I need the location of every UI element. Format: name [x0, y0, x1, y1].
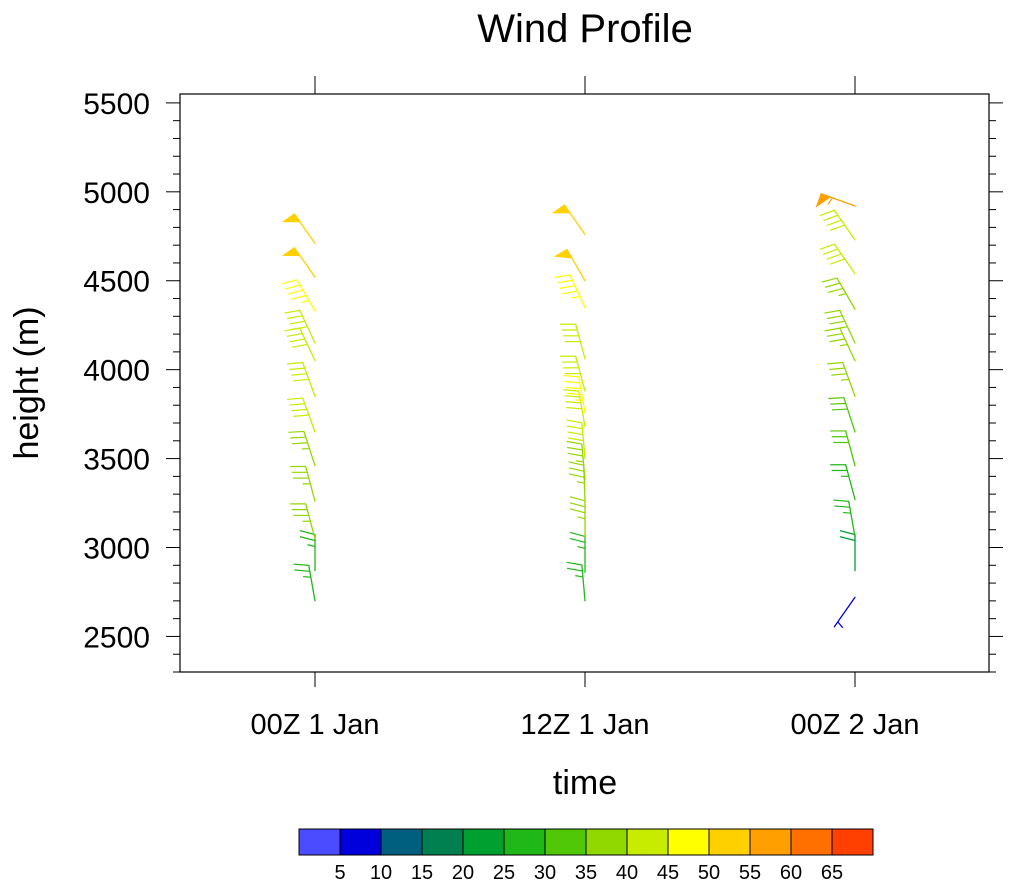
colorbar-label: 5 — [334, 862, 345, 884]
wind-barb — [821, 277, 856, 310]
wind-barb — [566, 561, 586, 602]
wind-barb — [827, 361, 856, 397]
wind-barb — [560, 355, 586, 392]
wind-barb — [815, 193, 856, 208]
wind-barb — [551, 204, 586, 236]
wind-barb — [828, 397, 856, 433]
wind-barb — [281, 213, 316, 245]
colorbar-swatch — [667, 828, 710, 856]
colorbar-swatch — [544, 828, 587, 856]
wind-barb — [819, 243, 856, 275]
colorbar-swatch — [708, 828, 751, 856]
colorbar-swatch — [790, 828, 833, 856]
y-axis-label: height (m) — [8, 306, 46, 459]
colorbar-label: 25 — [493, 862, 515, 884]
x-tick-label: 00Z 2 Jan — [791, 709, 920, 741]
wind-barb — [563, 389, 586, 428]
colorbar-label: 50 — [698, 862, 720, 884]
colorbar-label: 35 — [575, 862, 597, 884]
wind-barb — [284, 309, 316, 344]
colorbar-label: 65 — [821, 862, 843, 884]
colorbar-swatch — [503, 828, 546, 856]
colorbar-swatch — [298, 828, 341, 856]
wind-barb — [288, 430, 316, 467]
wind-barb — [290, 465, 316, 502]
wind-barb — [299, 530, 316, 572]
wind-barb — [824, 309, 856, 344]
wind-barbs — [281, 193, 856, 629]
chart-title: Wind Profile — [477, 7, 693, 51]
y-tick-label: 4500 — [83, 266, 150, 299]
wind-barb — [569, 531, 586, 574]
colorbar-swatch — [462, 828, 505, 856]
wind-barb — [554, 274, 586, 309]
x-tick-label: 00Z 1 Jan — [251, 709, 380, 741]
y-tick-label: 5500 — [83, 88, 150, 121]
wind-barb — [553, 248, 586, 282]
colorbar: 5 10 15 20 25 30 35 40 45 50 55 60 65 — [298, 828, 874, 884]
colorbar-label: 10 — [370, 862, 392, 884]
x-axis-label: time — [553, 764, 617, 802]
wind-barb — [281, 279, 316, 312]
y-tick-label: 4000 — [83, 355, 150, 388]
wind-barb — [566, 440, 586, 481]
colorbar-label: 20 — [452, 862, 474, 884]
colorbar-swatch — [749, 828, 792, 856]
y-tick-label: 2500 — [83, 621, 150, 654]
wind-barb — [287, 397, 316, 433]
colorbar-swatch — [339, 828, 382, 856]
wind-barb — [824, 327, 856, 362]
y-tick-label: 5000 — [83, 177, 150, 210]
wind-barb — [293, 563, 316, 602]
x-tick-label: 12Z 1 Jan — [521, 709, 650, 741]
wind-barb — [833, 596, 856, 629]
colorbar-label: 30 — [534, 862, 556, 884]
colorbar-swatch — [831, 828, 874, 856]
colorbar-label: 55 — [739, 862, 761, 884]
plot-frame — [179, 93, 990, 673]
wind-barb — [287, 361, 316, 397]
colorbar-swatch — [626, 828, 669, 856]
wind-barb — [819, 209, 856, 241]
y-tick-label: 3000 — [83, 533, 150, 566]
wind-barb — [830, 464, 856, 501]
wind-barb — [560, 323, 586, 360]
wind-barb — [833, 499, 856, 538]
wind-barb — [569, 496, 586, 538]
y-axis: 2500 3000 3500 4000 4500 5000 5500 — [83, 88, 1003, 673]
colorbar-swatch — [585, 828, 628, 856]
x-axis: 00Z 1 Jan 12Z 1 Jan 00Z 2 Jan — [251, 76, 920, 741]
wind-barb — [830, 430, 856, 467]
wind-barb — [839, 530, 856, 572]
wind-barb — [281, 246, 316, 278]
colorbar-label: 15 — [411, 862, 433, 884]
colorbar-label: 40 — [616, 862, 638, 884]
colorbar-swatch — [421, 828, 464, 856]
wind-barb — [290, 503, 316, 540]
colorbar-label: 60 — [780, 862, 802, 884]
colorbar-swatch — [380, 828, 423, 856]
wind-barb — [566, 419, 586, 460]
y-tick-label: 3500 — [83, 444, 150, 477]
wind-barb — [568, 461, 586, 502]
colorbar-label: 45 — [657, 862, 679, 884]
wind-barb — [563, 374, 586, 413]
